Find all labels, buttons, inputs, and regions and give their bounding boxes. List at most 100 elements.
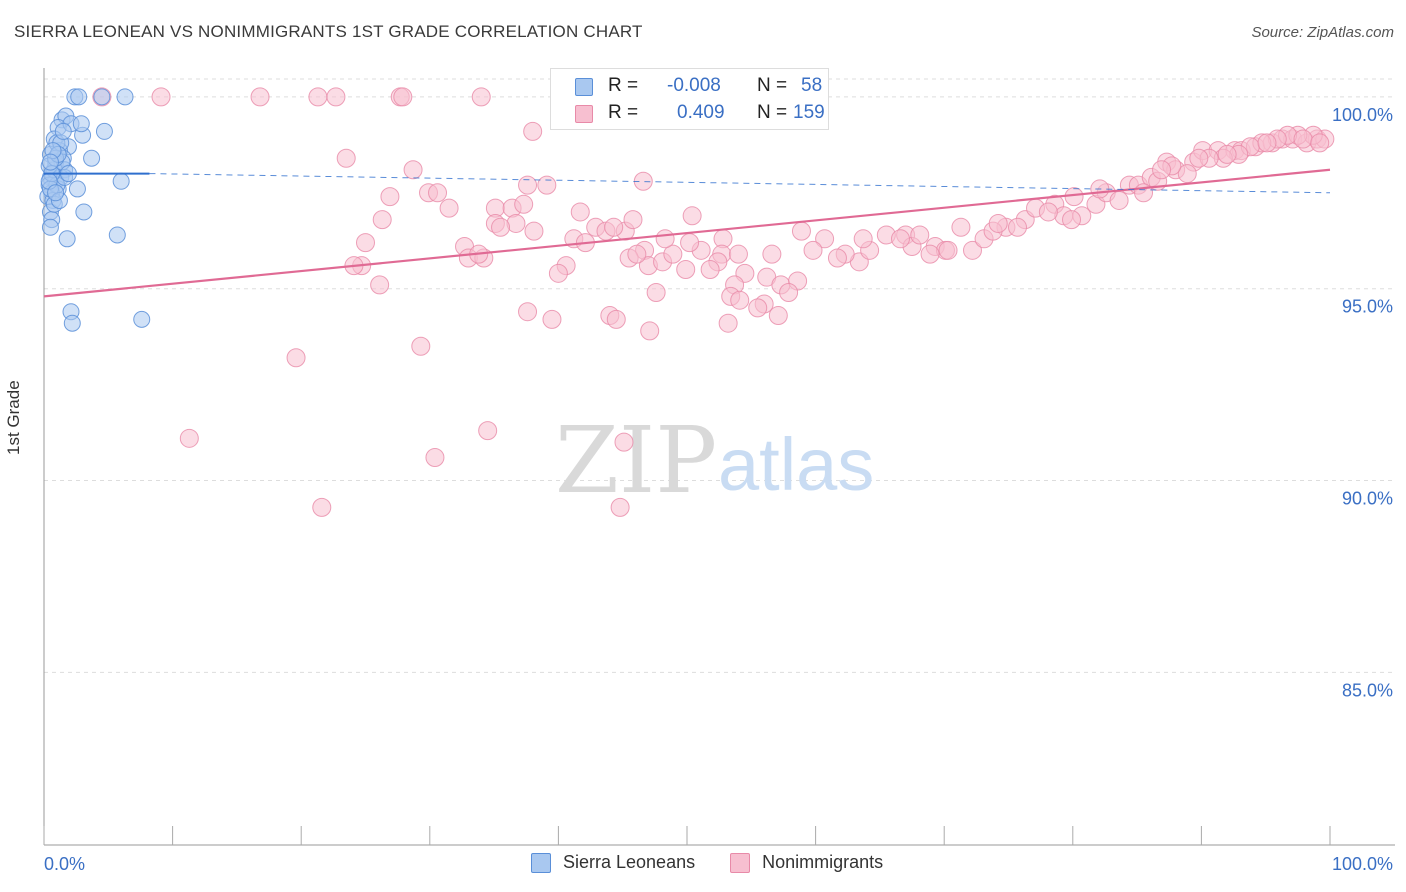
nonimmigrants-point bbox=[518, 175, 538, 195]
nonimmigrants-point bbox=[1008, 217, 1028, 237]
nonimmigrants-point bbox=[1257, 133, 1277, 153]
nonimmigrants-point bbox=[403, 160, 423, 180]
nonimmigrants-point bbox=[627, 244, 647, 264]
nonimmigrants-point bbox=[548, 263, 568, 283]
nonimmigrants-point bbox=[700, 260, 720, 280]
nonimmigrants-point bbox=[1189, 148, 1209, 168]
sierra-leoneans-point bbox=[93, 88, 111, 106]
nonimmigrants-point bbox=[356, 233, 375, 253]
nonimmigrants-point bbox=[1109, 190, 1129, 210]
r-label: R = bbox=[608, 102, 639, 123]
nonimmigrants-point bbox=[312, 497, 332, 517]
nonimmigrants-point bbox=[663, 244, 683, 264]
sierra-leoneans-point bbox=[41, 218, 59, 236]
sierra-leoneans-point bbox=[58, 230, 76, 248]
pink-swatch-icon bbox=[730, 853, 751, 873]
nonimmigrants-point bbox=[680, 233, 700, 253]
nonimmigrants-point bbox=[646, 283, 666, 303]
nonimmigrants-point bbox=[411, 336, 431, 356]
nonimmigrants-point bbox=[676, 260, 696, 280]
nonimmigrants-point bbox=[393, 87, 413, 107]
nonimmigrants-point bbox=[988, 213, 1008, 233]
y-tick-label: 90.0% bbox=[1342, 489, 1393, 509]
nonimmigrants-point bbox=[524, 221, 544, 241]
nonimmigrants-point bbox=[682, 206, 702, 226]
nonimmigrants-point bbox=[428, 183, 448, 203]
source-label: Source: ZipAtlas.com bbox=[1251, 24, 1394, 41]
nonimmigrants-point bbox=[606, 309, 626, 329]
nonimmigrants-point bbox=[728, 244, 748, 264]
nonimmigrants-point bbox=[1310, 133, 1330, 153]
nonimmigrants-point bbox=[439, 198, 459, 218]
nonimmigrants-point bbox=[614, 432, 634, 452]
sierra-leoneans-point bbox=[75, 203, 93, 221]
tick-labels: 85.0% 90.0% 95.0% 100.0% 0.0% 100.0% bbox=[44, 105, 1393, 874]
n-value: 58 bbox=[801, 75, 823, 96]
sierra-leoneans-point bbox=[83, 149, 101, 167]
watermark-zip: ZIP bbox=[555, 407, 717, 514]
sierra-leoneans-point bbox=[95, 122, 113, 140]
nonimmigrants-point bbox=[478, 421, 498, 441]
nonimmigrants-point bbox=[803, 240, 823, 260]
blue-swatch-icon bbox=[575, 78, 593, 96]
nonimmigrants-point bbox=[326, 87, 346, 107]
nonimmigrants-point bbox=[286, 348, 306, 368]
r-value: -0.008 bbox=[667, 75, 721, 96]
sierra-leoneans-points bbox=[39, 88, 151, 332]
sierra-leoneans-point bbox=[47, 184, 65, 202]
nonimmigrants-point bbox=[890, 229, 910, 249]
nonimmigrants-point bbox=[372, 210, 392, 230]
nonimmigrants-point bbox=[1177, 164, 1197, 184]
nonimmigrants-point bbox=[604, 217, 624, 237]
nonimmigrants-point bbox=[623, 210, 643, 230]
nonimmigrants-point bbox=[951, 217, 971, 237]
nonimmigrants-point bbox=[768, 306, 788, 326]
nonimmigrants-point bbox=[308, 87, 328, 107]
nonimmigrants-point bbox=[425, 448, 445, 467]
nonimmigrants-point bbox=[523, 121, 543, 141]
sierra-leoneans-point bbox=[108, 226, 126, 244]
sierra-leoneans-point bbox=[72, 115, 90, 133]
chart-title: SIERRA LEONEAN VS NONIMMIGRANTS 1ST GRAD… bbox=[14, 22, 643, 41]
sierra-leoneans-point bbox=[54, 122, 72, 140]
nonimmigrants-trend-line bbox=[43, 168, 1331, 298]
nonimmigrants-point bbox=[1293, 129, 1313, 149]
legend-item-nonimmigrants: Nonimmigrants bbox=[730, 852, 883, 873]
nonimmigrants-point bbox=[518, 302, 538, 322]
blue-swatch-icon bbox=[531, 853, 551, 873]
nonimmigrants-point bbox=[570, 202, 590, 222]
legend-item-sierra-leoneans: Sierra Leoneans bbox=[531, 852, 695, 873]
nonimmigrants-point bbox=[962, 240, 982, 260]
sierra-leoneans-point bbox=[133, 310, 151, 328]
nonimmigrants-point bbox=[1152, 160, 1172, 180]
sierra-leoneans-point bbox=[41, 153, 59, 171]
y-tick-label: 85.0% bbox=[1342, 680, 1393, 700]
y-tick-label: 95.0% bbox=[1342, 297, 1393, 317]
sierra-leoneans-trend-extension bbox=[149, 173, 1331, 194]
legend-label: Nonimmigrants bbox=[762, 852, 884, 872]
nonimmigrants-point bbox=[920, 244, 940, 264]
nonimmigrants-point bbox=[938, 240, 958, 260]
sierra-leoneans-point bbox=[112, 172, 130, 190]
nonimmigrants-point bbox=[791, 221, 811, 241]
nonimmigrants-point bbox=[853, 229, 873, 249]
n-label: N = bbox=[757, 102, 788, 123]
nonimmigrants-point bbox=[827, 248, 847, 268]
nonimmigrants-point bbox=[370, 275, 390, 295]
nonimmigrants-points bbox=[92, 87, 1335, 517]
nonimmigrants-point bbox=[514, 194, 534, 214]
nonimmigrants-point bbox=[471, 87, 491, 107]
pink-swatch-icon bbox=[575, 105, 593, 123]
n-value: 159 bbox=[793, 102, 825, 123]
series-legend: Sierra Leoneans Nonimmigrants bbox=[531, 852, 913, 873]
stats-legend: R = -0.008 N = 58 R = 0.409 N = 159 bbox=[550, 68, 829, 130]
nonimmigrants-point bbox=[537, 175, 557, 195]
nonimmigrants-point bbox=[1217, 144, 1237, 164]
sierra-leoneans-point bbox=[70, 88, 88, 106]
sierra-leoneans-point bbox=[63, 314, 81, 332]
nonimmigrants-point bbox=[151, 87, 171, 107]
nonimmigrants-point bbox=[748, 298, 768, 318]
nonimmigrants-point bbox=[779, 283, 799, 303]
nonimmigrants-point bbox=[491, 217, 511, 237]
y-tick-label: 100.0% bbox=[1332, 105, 1393, 125]
